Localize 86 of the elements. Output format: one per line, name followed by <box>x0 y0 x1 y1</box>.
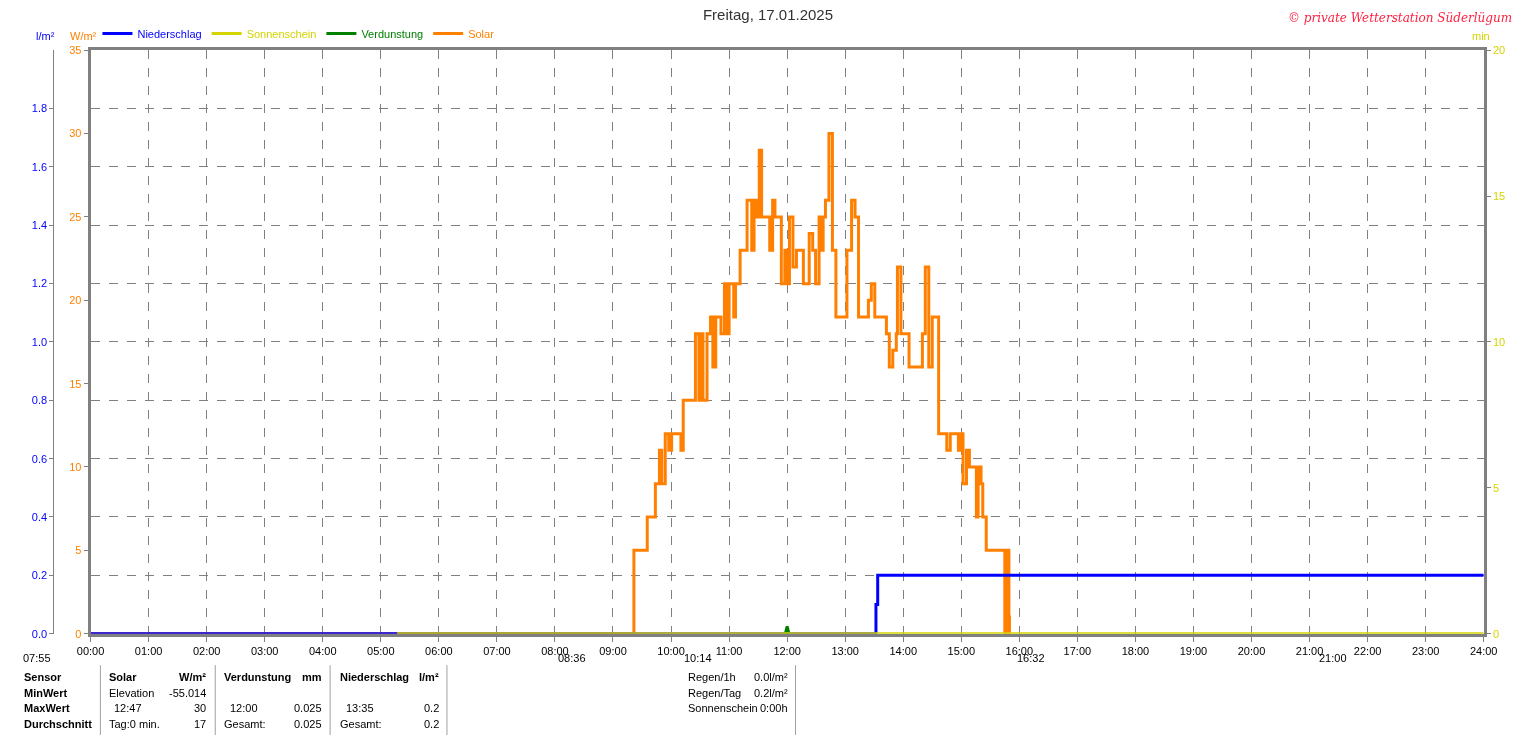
y2-axis-title: l/m² <box>36 30 55 42</box>
text: 30 <box>194 702 207 714</box>
text: 10:14 <box>684 652 712 664</box>
y-axis-title: W/m² <box>70 30 97 42</box>
y2-tick-label: 1.2 <box>31 277 48 290</box>
text: Regen/Tag <box>688 687 742 699</box>
legend-label: Solar <box>468 27 495 40</box>
y2-tick-label: 0.0 <box>31 627 48 640</box>
text: 0.025 <box>294 702 322 714</box>
text: mm <box>302 671 322 683</box>
text: MaxWert <box>24 702 70 714</box>
text: Niederschlag <box>340 671 410 683</box>
x-tick-label: 03:00 <box>250 644 279 657</box>
text: Verdunstung <box>224 671 292 683</box>
text: 17 <box>194 718 207 730</box>
y2-tick-label: 0.8 <box>31 394 48 407</box>
y2-tick-label: 0.6 <box>31 452 48 465</box>
y2-tick-label: 1.0 <box>31 335 48 348</box>
y2-tick-label: 1.8 <box>31 102 48 115</box>
y-tick-label: 5 <box>75 544 82 557</box>
legend-label: Niederschlag <box>137 27 202 40</box>
text: 0:00h <box>760 702 788 714</box>
y-tick-label: 30 <box>69 127 82 140</box>
text: l/m² <box>419 671 439 683</box>
text: Tag:0 min. <box>109 718 160 730</box>
y3-tick-label: 20 <box>1492 44 1506 57</box>
text: Elevation <box>109 687 155 699</box>
text: Gesamt: <box>340 718 382 730</box>
x-tick-label: 20:00 <box>1237 644 1266 657</box>
y-tick-label: 35 <box>69 44 82 57</box>
y-tick-label: 10 <box>69 460 82 473</box>
x-tick-label: 00:00 <box>76 644 105 657</box>
text: 0.0l/m² <box>754 671 788 683</box>
x-tick-label: 06:00 <box>425 644 453 657</box>
text: -55.014 <box>169 687 207 699</box>
y3-tick-label: 10 <box>1492 335 1506 348</box>
x-tick-label: 01:00 <box>134 644 163 657</box>
y2-tick-label: 0.2 <box>31 569 48 582</box>
x-tick-label: 10:00 <box>657 644 685 657</box>
x-tick-label: 15:00 <box>947 644 976 657</box>
x-tick-label: 14:00 <box>889 644 917 657</box>
x-tick-label: 18:00 <box>1121 644 1150 657</box>
text: Sensor <box>24 671 63 683</box>
x-tick-label: 02:00 <box>192 644 221 657</box>
x-tick-label: 13:00 <box>831 644 859 657</box>
x-tick-label: 24:00 <box>1469 644 1498 657</box>
x-tick-label: 19:00 <box>1179 644 1208 657</box>
x-tick-label: 07:00 <box>483 644 511 657</box>
text: © private Wetterstation Süderlügum <box>1288 11 1513 25</box>
text: Solar <box>109 671 138 683</box>
chart-title: Freitag, 17.01.2025 <box>702 6 834 24</box>
x-tick-label: 05:00 <box>367 644 395 657</box>
text: Gesamt: <box>224 718 266 730</box>
legend-label: Sonnenschein <box>246 27 317 40</box>
text: W/m² <box>179 671 207 683</box>
y2-tick-label: 0.4 <box>31 510 48 523</box>
x-tick-label: 23:00 <box>1411 644 1440 657</box>
y3-tick-label: 5 <box>1492 481 1500 494</box>
y-tick-label: 0 <box>75 627 82 640</box>
text: Sonnenschein <box>688 702 758 714</box>
text: Durchschnitt <box>24 718 93 730</box>
text: Regen/1h <box>688 671 736 683</box>
text: 13:35 <box>346 702 374 714</box>
y-tick-label: 20 <box>69 294 82 307</box>
text: 07:55 <box>23 652 51 664</box>
y3-axis-title: min <box>1472 30 1490 42</box>
y-tick-label: 25 <box>69 210 82 223</box>
x-tick-label: 22:00 <box>1353 644 1382 657</box>
x-tick-label: 04:00 <box>309 644 337 657</box>
text: 0.2l/m² <box>754 687 788 699</box>
x-tick-label: 09:00 <box>599 644 627 657</box>
text: 0.2 <box>424 702 440 714</box>
text: 0.025 <box>294 718 322 730</box>
y2-tick-label: 1.4 <box>31 219 48 232</box>
text: 12:00 <box>230 702 258 714</box>
y3-tick-label: 15 <box>1492 189 1506 202</box>
y3-tick-label: 0 <box>1492 627 1500 640</box>
legend-label: Verdunstung <box>361 27 424 40</box>
text: MinWert <box>24 687 68 699</box>
y2-tick-label: 1.6 <box>31 160 48 173</box>
x-tick-label: 12:00 <box>773 644 801 657</box>
x-tick-label: 17:00 <box>1063 644 1092 657</box>
text: 0.2 <box>424 718 440 730</box>
text: 12:47 <box>114 702 142 714</box>
x-tick-label: 11:00 <box>715 644 743 657</box>
y-tick-label: 15 <box>69 377 82 390</box>
